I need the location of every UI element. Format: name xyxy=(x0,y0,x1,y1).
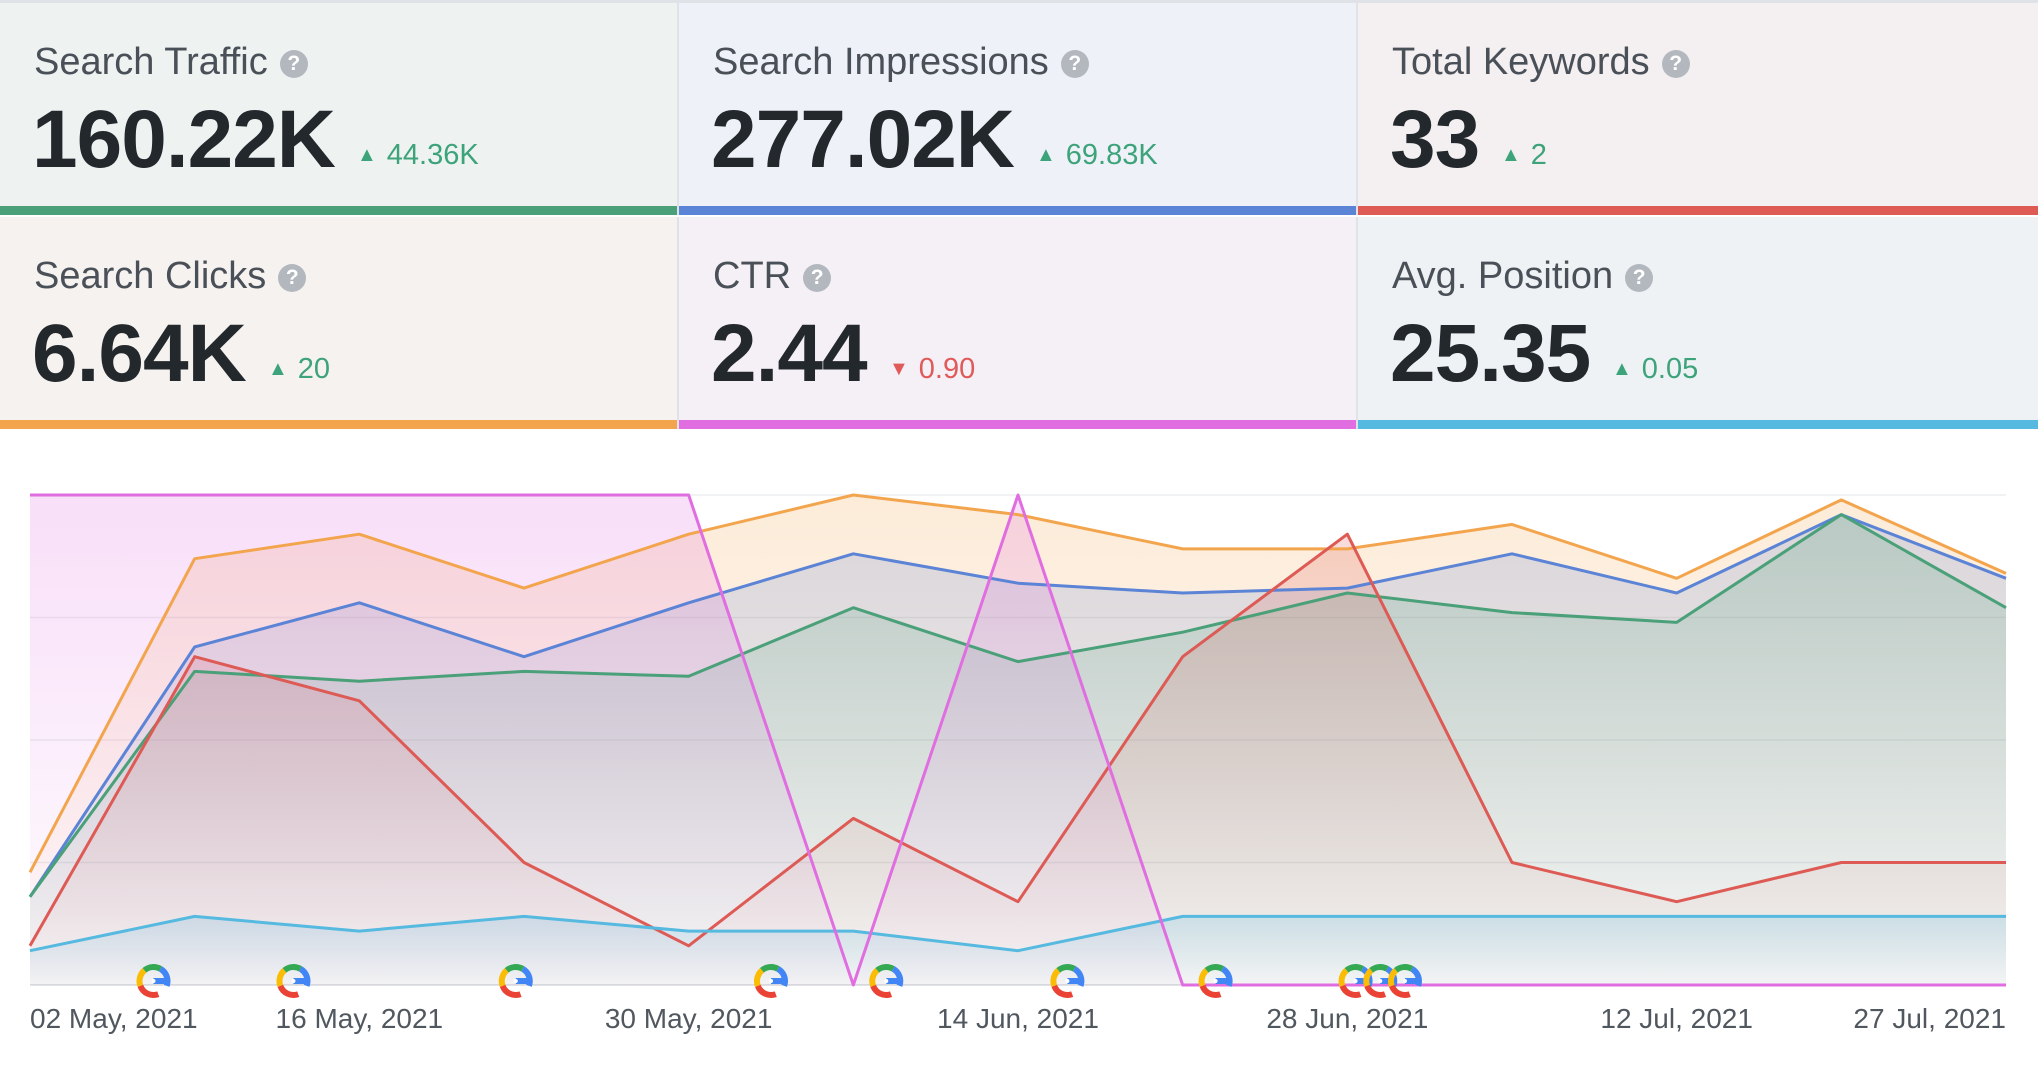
x-tick-label: 02 May, 2021 xyxy=(30,1003,198,1034)
google-g-icon[interactable] xyxy=(1387,964,1422,998)
card-total-keywords[interactable]: Total Keywords? 33 ▲ 2 xyxy=(1358,3,2038,215)
help-icon[interactable]: ? xyxy=(1661,50,1690,78)
series-line-ctr xyxy=(30,493,2006,987)
help-icon[interactable]: ? xyxy=(279,50,308,78)
card-accent-bar xyxy=(1358,420,2038,429)
card-title: CTR? xyxy=(713,255,832,298)
card-ctr[interactable]: CTR? 2.44 ▼ 0.90 xyxy=(679,217,1358,429)
google-g-icon[interactable] xyxy=(1050,964,1085,998)
help-icon[interactable]: ? xyxy=(1060,50,1089,78)
google-g-icon[interactable] xyxy=(1198,964,1233,998)
card-value: 160.22K xyxy=(32,94,336,185)
card-accent-bar xyxy=(1358,206,2038,215)
card-title: Total Keywords? xyxy=(1392,41,1690,84)
card-value: 6.64K xyxy=(32,308,247,399)
card-search-clicks[interactable]: Search Clicks? 6.64K ▲ 20 xyxy=(0,217,679,429)
card-value: 33 xyxy=(1390,94,1480,185)
card-value: 25.35 xyxy=(1390,308,1591,399)
card-avg-position[interactable]: Avg. Position? 25.35 ▲ 0.05 xyxy=(1358,217,2038,429)
triangle-up-icon: ▲ xyxy=(268,358,288,380)
triangle-up-icon: ▲ xyxy=(357,144,377,166)
card-title: Avg. Position? xyxy=(1392,255,1654,298)
triangle-down-icon: ▼ xyxy=(889,358,909,380)
card-accent-bar xyxy=(0,206,677,215)
card-change: ▲ 69.83K xyxy=(1036,139,1158,171)
x-tick-label: 27 Jul, 2021 xyxy=(1853,1003,2006,1034)
card-change: ▼ 0.90 xyxy=(889,353,976,385)
card-value: 277.02K xyxy=(711,94,1015,185)
card-change: ▲ 44.36K xyxy=(357,139,479,171)
card-change: ▲ 0.05 xyxy=(1612,353,1699,385)
card-title: Search Traffic? xyxy=(34,41,308,84)
google-g-icon[interactable] xyxy=(276,964,311,998)
series-line-total-keywords xyxy=(28,532,2006,948)
google-g-icon[interactable] xyxy=(498,964,533,998)
card-value: 2.44 xyxy=(711,308,868,399)
card-title: Search Clicks? xyxy=(34,255,307,298)
triangle-up-icon: ▲ xyxy=(1612,358,1632,380)
x-tick-label: 30 May, 2021 xyxy=(605,1003,773,1034)
google-g-icon[interactable] xyxy=(754,964,788,998)
series-line-search-clicks xyxy=(28,493,2007,873)
help-icon[interactable]: ? xyxy=(1625,264,1654,292)
help-icon[interactable]: ? xyxy=(803,264,832,292)
series-line-search-traffic xyxy=(28,513,2007,898)
card-change: ▲ 2 xyxy=(1501,139,1547,171)
triangle-up-icon: ▲ xyxy=(1501,144,1521,166)
card-change: ▲ 20 xyxy=(268,353,331,385)
card-search-impressions[interactable]: Search Impressions? 277.02K ▲ 69.83K xyxy=(679,3,1358,215)
card-accent-bar xyxy=(679,206,1356,215)
performance-chart[interactable]: 02 May, 2021 16 May, 2021 30 May, 2021 14 J… xyxy=(0,430,2038,1070)
card-accent-bar xyxy=(679,420,1356,429)
x-tick-label: 14 Jun, 2021 xyxy=(937,1003,1099,1034)
help-icon[interactable]: ? xyxy=(278,264,307,292)
x-tick-label: 16 May, 2021 xyxy=(276,1003,444,1034)
x-tick-label: 12 Jul, 2021 xyxy=(1600,1003,1753,1034)
triangle-up-icon: ▲ xyxy=(1036,144,1056,166)
card-title: Search Impressions? xyxy=(713,41,1089,84)
google-g-icon[interactable] xyxy=(136,964,171,998)
series-line-search-impressions xyxy=(28,513,2007,898)
card-search-traffic[interactable]: Search Traffic? 160.22K ▲ 44.36K xyxy=(0,3,679,215)
x-tick-label: 28 Jun, 2021 xyxy=(1266,1003,1428,1034)
card-accent-bar xyxy=(0,420,677,429)
series-line-avg-position xyxy=(29,914,2006,953)
google-g-icon[interactable] xyxy=(869,964,904,998)
metric-cards: Search Traffic? 160.22K ▲ 44.36K Search I… xyxy=(0,0,2038,430)
